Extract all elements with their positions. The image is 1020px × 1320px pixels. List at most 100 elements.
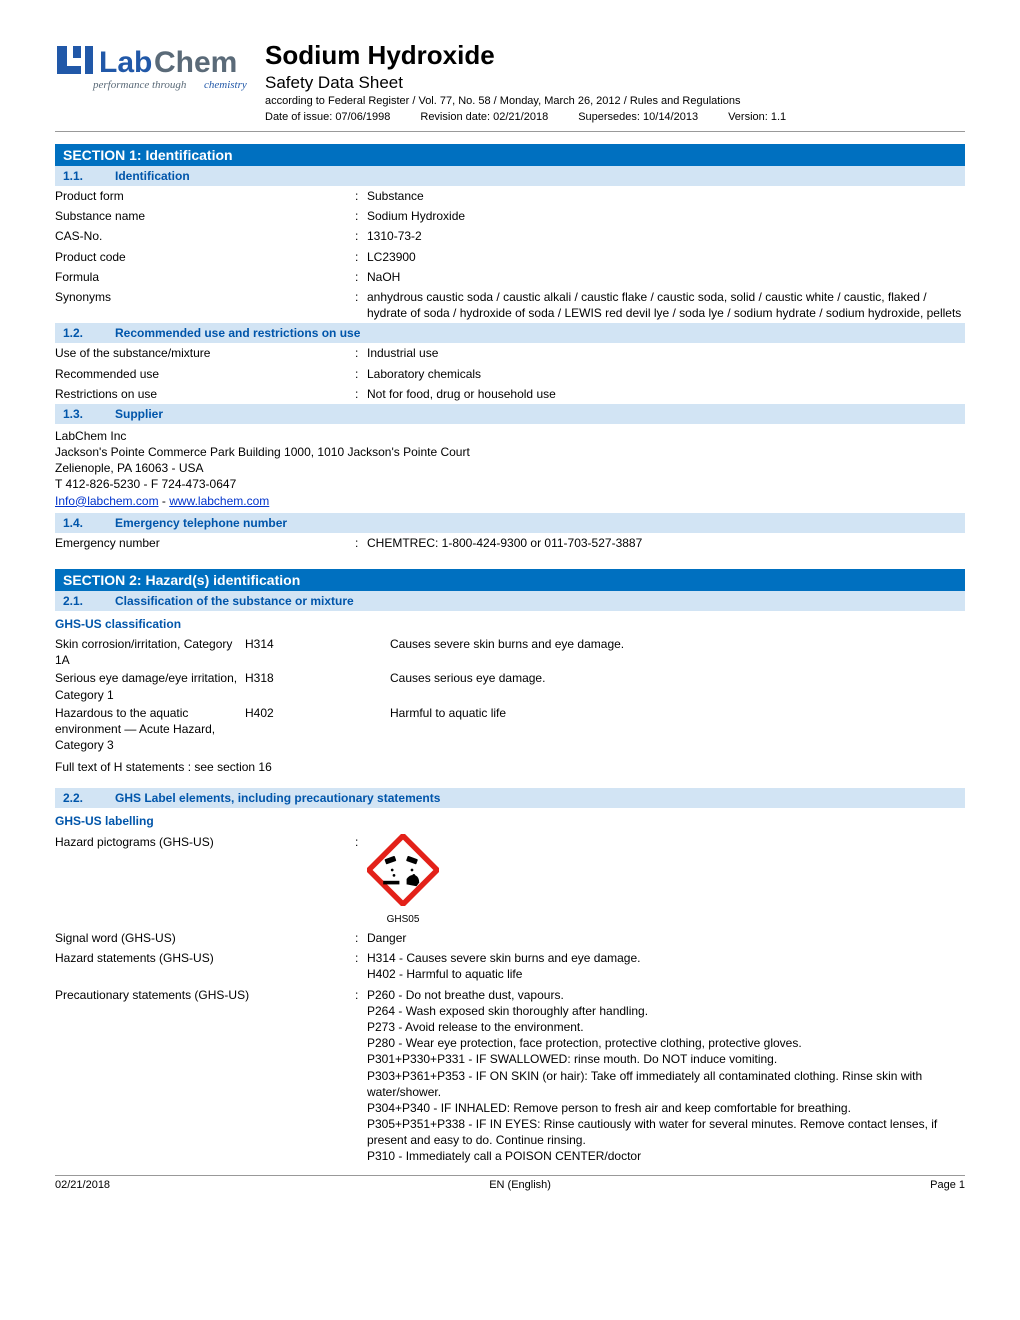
precaution-statement: P310 - Immediately call a POISON CENTER/… (367, 1148, 965, 1164)
classification-row: Hazardous to the aquatic environment — A… (55, 704, 965, 755)
classification-name: Hazardous to the aquatic environment — A… (55, 705, 245, 754)
kv-value: NaOH (367, 269, 965, 285)
labchem-logo: Lab Chem performance through chemistry (55, 40, 255, 100)
ghs-label-heading: GHS-US labelling (55, 814, 965, 828)
footer-lang: EN (English) (489, 1179, 551, 1191)
classification-desc: Harmful to aquatic life (390, 705, 965, 754)
supplier-email-link[interactable]: Info@labchem.com (55, 494, 159, 508)
hazard-stmt-label: Hazard statements (GHS-US) (55, 950, 355, 982)
kv-colon: : (355, 269, 367, 285)
sub-title: GHS Label elements, including precaution… (115, 791, 440, 805)
document-subtitle: Safety Data Sheet (265, 73, 965, 93)
kv-value: LC23900 (367, 249, 965, 265)
sub-title: Recommended use and restrictions on use (115, 326, 360, 340)
signal-value: Danger (367, 930, 965, 946)
precaution-statement: P273 - Avoid release to the environment. (367, 1019, 965, 1035)
supersedes-date: Supersedes: 10/14/2013 (578, 111, 698, 123)
subsection-1-2: 1.2. Recommended use and restrictions on… (55, 323, 965, 343)
kv-row: Use of the substance/mixture:Industrial … (55, 343, 965, 363)
subsection-1-3: 1.3. Supplier (55, 404, 965, 424)
document-title: Sodium Hydroxide (265, 40, 965, 71)
kv-label: Substance name (55, 208, 355, 224)
header-rule (55, 131, 965, 132)
ghs05-pictogram-icon (367, 834, 439, 906)
kv-value: Not for food, drug or household use (367, 386, 965, 402)
classification-desc: Causes severe skin burns and eye damage. (390, 636, 965, 668)
regulation-note: according to Federal Register / Vol. 77,… (265, 95, 965, 107)
classification-code: H314 (245, 636, 390, 668)
classification-name: Skin corrosion/irritation, Category 1A (55, 636, 245, 668)
dates-row: Date of issue: 07/06/1998 Revision date:… (265, 111, 965, 123)
kv-row: Product form:Substance (55, 186, 965, 206)
sub-num: 2.1. (63, 594, 115, 608)
revision-date: Revision date: 02/21/2018 (420, 111, 548, 123)
kv-row: Product code:LC23900 (55, 247, 965, 267)
precaution-statement: P260 - Do not breathe dust, vapours. (367, 987, 965, 1003)
svg-text:Chem: Chem (154, 46, 237, 79)
kv-label: Synonyms (55, 289, 355, 321)
precaution-statement: P305+P351+P338 - IF IN EYES: Rinse cauti… (367, 1116, 965, 1148)
sub-num: 1.2. (63, 326, 115, 340)
footer-page: Page 1 (930, 1179, 965, 1191)
kv-value: 1310-73-2 (367, 228, 965, 244)
svg-text:Lab: Lab (99, 46, 152, 79)
precaution-statement: P301+P330+P331 - IF SWALLOWED: rinse mou… (367, 1051, 965, 1067)
supplier-sep: - (159, 494, 170, 508)
classification-code: H318 (245, 670, 390, 702)
precaution-statement: P264 - Wash exposed skin thoroughly afte… (367, 1003, 965, 1019)
ghs-class-heading: GHS-US classification (55, 617, 965, 631)
signal-word-row: Signal word (GHS-US) : Danger (55, 928, 965, 948)
kv-colon: : (355, 188, 367, 204)
kv-value: Sodium Hydroxide (367, 208, 965, 224)
kv-label: Restrictions on use (55, 386, 355, 402)
kv-row: Synonyms:anhydrous caustic soda / causti… (55, 287, 965, 323)
kv-row: Formula:NaOH (55, 267, 965, 287)
svg-text:performance through: performance through (92, 79, 187, 91)
document-header: Lab Chem performance through chemistry S… (55, 40, 965, 123)
sub-title: Identification (115, 169, 190, 183)
sub-num: 1.1. (63, 169, 115, 183)
kv-label: Product code (55, 249, 355, 265)
subsection-1-1: 1.1. Identification (55, 166, 965, 186)
issue-date: Date of issue: 07/06/1998 (265, 111, 390, 123)
classification-desc: Causes serious eye damage. (390, 670, 965, 702)
precautionary-statements-row: Precautionary statements (GHS-US) : P260… (55, 985, 965, 1167)
sub-title: Classification of the substance or mixtu… (115, 594, 354, 608)
kv-label: Use of the substance/mixture (55, 345, 355, 361)
hazard-statements-row: Hazard statements (GHS-US) : H314 - Caus… (55, 948, 965, 984)
page-footer: 02/21/2018 EN (English) Page 1 (55, 1179, 965, 1191)
precaution-label: Precautionary statements (GHS-US) (55, 987, 355, 1165)
kv-colon: : (355, 366, 367, 382)
kv-row: Substance name:Sodium Hydroxide (55, 206, 965, 226)
kv-colon: : (355, 208, 367, 224)
kv-colon: : (355, 386, 367, 402)
kv-label: Emergency number (55, 535, 355, 551)
supplier-web-link[interactable]: www.labchem.com (169, 494, 269, 508)
kv-label: Formula (55, 269, 355, 285)
version: Version: 1.1 (728, 111, 786, 123)
classification-row: Serious eye damage/eye irritation, Categ… (55, 669, 965, 703)
svg-text:chemistry: chemistry (204, 79, 247, 91)
full-text-note: Full text of H statements : see section … (55, 760, 965, 774)
pictogram-row: Hazard pictograms (GHS-US) : (55, 832, 965, 928)
kv-label: CAS-No. (55, 228, 355, 244)
kv-value: Industrial use (367, 345, 965, 361)
subsection-2-1: 2.1. Classification of the substance or … (55, 591, 965, 611)
kv-colon: : (355, 345, 367, 361)
kv-label: Product form (55, 188, 355, 204)
precaution-statement: P303+P361+P353 - IF ON SKIN (or hair): T… (367, 1068, 965, 1100)
kv-row: Restrictions on use:Not for food, drug o… (55, 384, 965, 404)
footer-rule (55, 1175, 965, 1176)
classification-name: Serious eye damage/eye irritation, Categ… (55, 670, 245, 702)
kv-colon: : (355, 535, 367, 551)
supplier-phone: T 412-826-5230 - F 724-473-0647 (55, 476, 965, 492)
supplier-name: LabChem Inc (55, 428, 965, 444)
kv-value: Substance (367, 188, 965, 204)
precaution-statement: P304+P340 - IF INHALED: Remove person to… (367, 1100, 965, 1116)
pictogram-code: GHS05 (367, 913, 439, 927)
kv-colon: : (355, 289, 367, 321)
kv-value: Laboratory chemicals (367, 366, 965, 382)
sub-num: 2.2. (63, 791, 115, 805)
sub-num: 1.4. (63, 516, 115, 530)
kv-value: CHEMTREC: 1-800-424-9300 or 011-703-527-… (367, 535, 965, 551)
